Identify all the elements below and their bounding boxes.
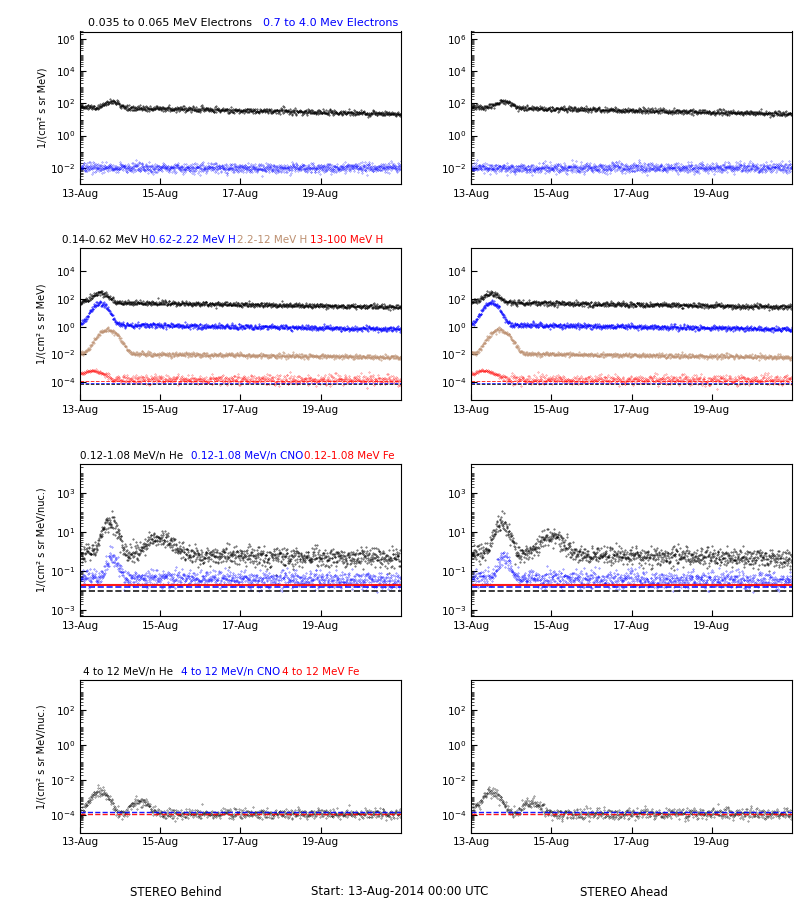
Text: 4 to 12 MeV Fe: 4 to 12 MeV Fe: [282, 667, 359, 677]
Text: 2.2-12 MeV H: 2.2-12 MeV H: [238, 235, 307, 245]
Text: 0.62-2.22 MeV H: 0.62-2.22 MeV H: [149, 235, 236, 245]
Y-axis label: 1/(cm² s sr MeV/nuc.): 1/(cm² s sr MeV/nuc.): [37, 488, 47, 592]
Y-axis label: 1/(cm² s sr MeV): 1/(cm² s sr MeV): [37, 68, 47, 148]
Text: 0.12-1.08 MeV/n He: 0.12-1.08 MeV/n He: [80, 451, 183, 461]
Text: 13-100 MeV H: 13-100 MeV H: [310, 235, 383, 245]
Y-axis label: 1/(cm² s sr MeV): 1/(cm² s sr MeV): [37, 284, 46, 364]
Text: STEREO Behind: STEREO Behind: [130, 886, 222, 898]
Text: STEREO Ahead: STEREO Ahead: [580, 886, 668, 898]
Text: 0.12-1.08 MeV Fe: 0.12-1.08 MeV Fe: [304, 451, 394, 461]
Text: 0.12-1.08 MeV/n CNO: 0.12-1.08 MeV/n CNO: [190, 451, 303, 461]
Text: 4 to 12 MeV/n He: 4 to 12 MeV/n He: [83, 667, 173, 677]
Text: 4 to 12 MeV/n CNO: 4 to 12 MeV/n CNO: [181, 667, 280, 677]
Text: 0.7 to 4.0 Mev Electrons: 0.7 to 4.0 Mev Electrons: [262, 19, 398, 29]
Text: Start: 13-Aug-2014 00:00 UTC: Start: 13-Aug-2014 00:00 UTC: [311, 886, 489, 898]
Y-axis label: 1/(cm² s sr MeV/nuc.): 1/(cm² s sr MeV/nuc.): [37, 704, 46, 809]
Text: 0.14-0.62 MeV H: 0.14-0.62 MeV H: [62, 235, 149, 245]
Text: 0.035 to 0.065 MeV Electrons: 0.035 to 0.065 MeV Electrons: [88, 19, 252, 29]
